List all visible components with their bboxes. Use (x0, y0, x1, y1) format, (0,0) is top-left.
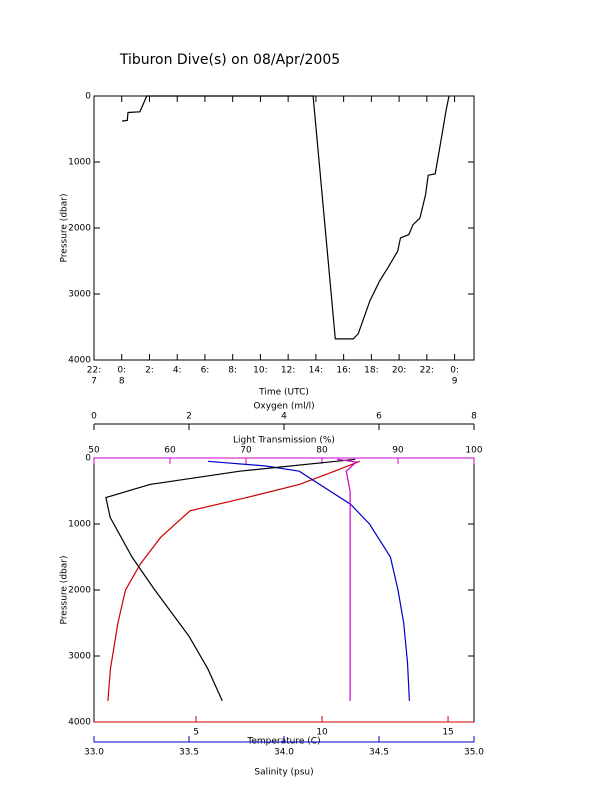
x-tick-day: 7 (91, 377, 97, 387)
x-tick-label: 33.5 (179, 748, 199, 758)
x-tick-label: 15 (442, 728, 453, 738)
y-axis-label: Pressure (dbar) (60, 556, 70, 625)
x-tick-label: 34.0 (274, 748, 294, 758)
plot-frame (93, 457, 475, 723)
x-tick-label: 33.0 (84, 748, 104, 758)
x-tick-day: 8 (119, 377, 125, 387)
y-tick-label: 4000 (68, 718, 91, 728)
x-tick-label: 70 (240, 446, 252, 456)
x-tick-label: 0: (450, 366, 459, 376)
x-tick-label: 12: (281, 366, 295, 376)
data-line (105, 458, 356, 702)
x-tick-label: 0 (91, 412, 97, 422)
y-tick-label: 1000 (68, 520, 91, 530)
x-tick-label: 50 (88, 446, 100, 456)
chart-title: Tiburon Dive(s) on 08/Apr/2005 (119, 52, 340, 68)
x-tick-label: 34.5 (369, 748, 389, 758)
x-tick-label: 16: (336, 366, 350, 376)
data-line (107, 460, 361, 701)
x-tick-label: 10: (253, 366, 267, 376)
x-tick-day: 9 (452, 377, 458, 387)
x-tick-label: 22: (87, 366, 101, 376)
x-axis-label: Salinity (psu) (254, 768, 313, 778)
x-tick-label: 0: (117, 366, 126, 376)
data-line (121, 95, 450, 340)
y-axis-label: Pressure (dbar) (60, 194, 70, 263)
x-tick-label: 8: (228, 366, 237, 376)
x-tick-label: 5 (193, 728, 199, 738)
y-tick-label: 0 (85, 454, 91, 464)
data-line (207, 460, 410, 701)
x-tick-label: 90 (392, 446, 404, 456)
x-tick-label: 35.0 (464, 748, 484, 758)
x-axis-label: Oxygen (ml/l) (253, 402, 314, 412)
y-tick-label: 0 (85, 92, 91, 102)
x-tick-label: 10 (316, 728, 328, 738)
x-tick-label: 6: (201, 366, 210, 376)
plot-frame (93, 95, 475, 361)
y-tick-label: 2000 (68, 586, 91, 596)
y-tick-label: 3000 (68, 290, 91, 300)
x-tick-label: 20: (392, 366, 406, 376)
x-tick-label: 4 (281, 412, 287, 422)
x-tick-label: 4: (173, 366, 182, 376)
x-axis-label: Light Transmission (%) (233, 436, 335, 446)
x-tick-label: 60 (164, 446, 176, 456)
x-tick-label: 6 (376, 412, 382, 422)
x-axis-label: Time (UTC) (258, 388, 309, 398)
data-line (337, 458, 358, 701)
x-tick-label: 2: (145, 366, 154, 376)
x-tick-label: 8 (471, 412, 477, 422)
x-tick-label: 18: (364, 366, 378, 376)
x-tick-label: 80 (316, 446, 328, 456)
x-tick-label: 22: (420, 366, 434, 376)
y-tick-label: 3000 (68, 652, 91, 662)
x-tick-label: 100 (465, 446, 482, 456)
y-tick-label: 4000 (68, 356, 91, 366)
x-tick-label: 14: (309, 366, 323, 376)
y-tick-label: 1000 (68, 158, 91, 168)
x-tick-label: 2 (186, 412, 192, 422)
y-tick-label: 2000 (68, 224, 91, 234)
